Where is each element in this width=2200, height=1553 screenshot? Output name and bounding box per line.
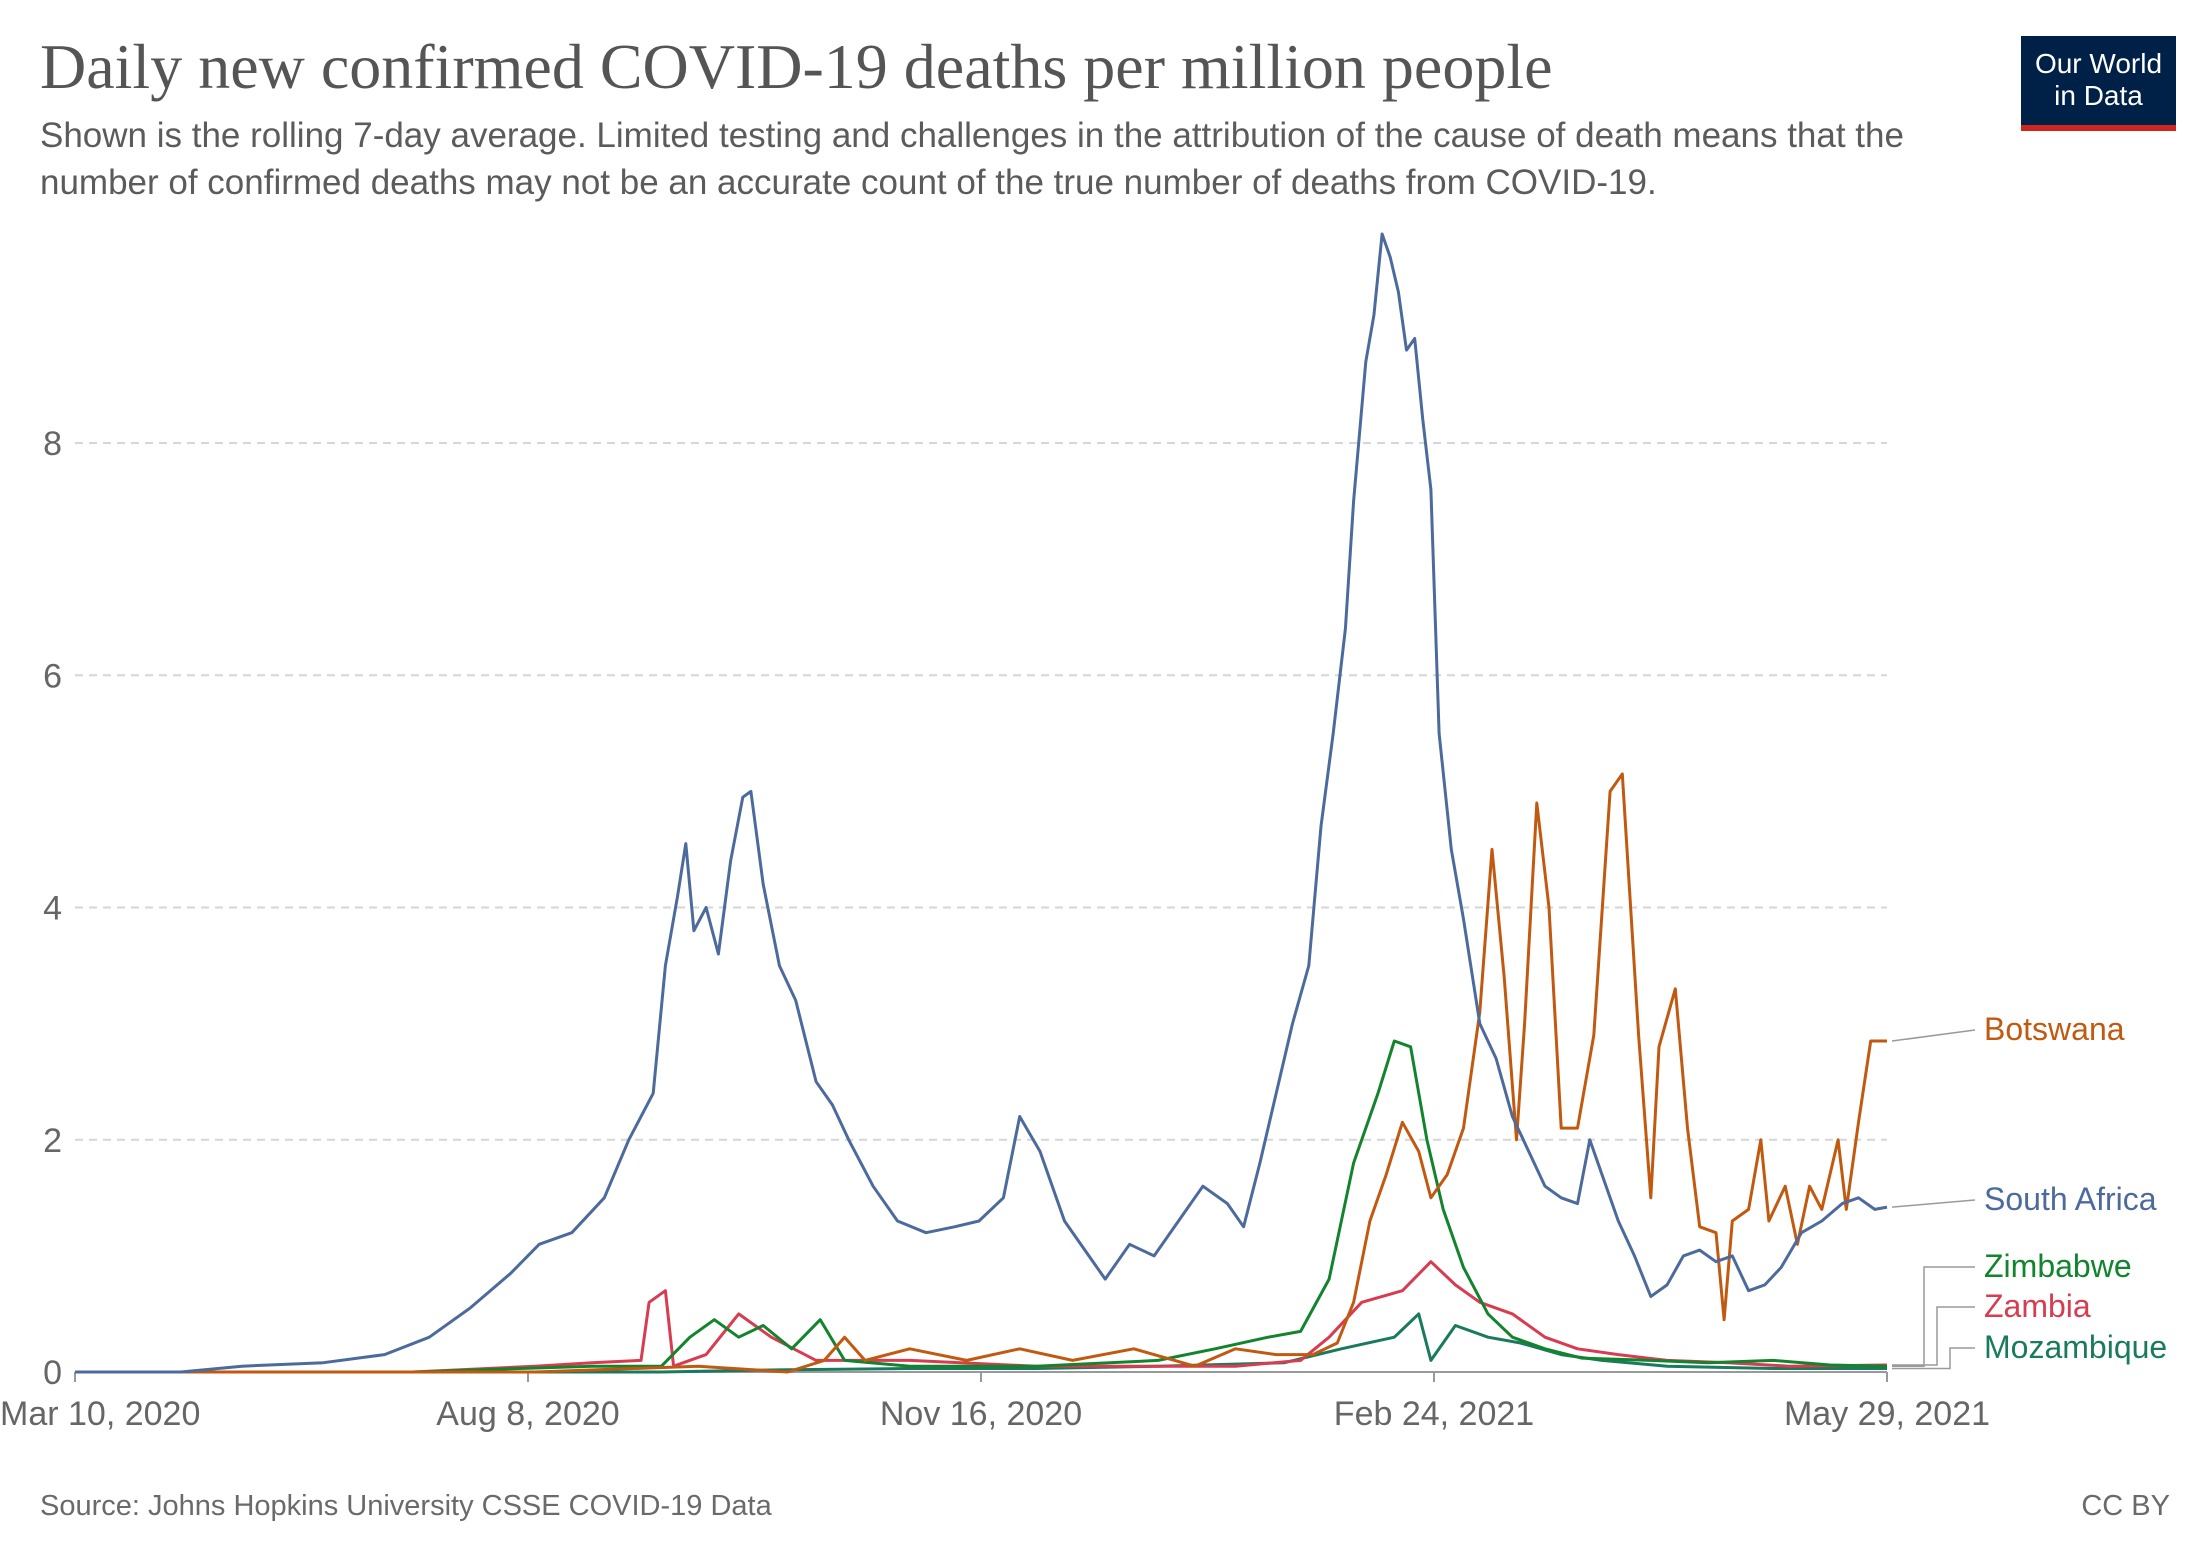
chart-subtitle: Shown is the rolling 7-day average. Limi…	[40, 116, 1904, 202]
source-note: Source: Johns Hopkins University CSSE CO…	[40, 1490, 772, 1522]
x-tick-label-3: Feb 24, 2021	[1334, 1395, 1534, 1433]
series-line-zimbabwe	[75, 1039, 1888, 1374]
series-line-botswana	[75, 772, 1887, 1374]
series-label-mozambique: Mozambique	[1984, 1329, 2167, 1365]
label-connector-zimbabwe	[1892, 1266, 1975, 1367]
x-tick-label-2: Nov 16, 2020	[880, 1395, 1082, 1433]
our-world-in-data-logo[interactable]: Our World in Data	[2021, 36, 2176, 131]
y-tick-label-0: 0	[43, 1354, 62, 1392]
y-tick-label-6: 6	[43, 657, 62, 695]
y-tick-label-4: 4	[43, 890, 62, 928]
label-connector-botswana	[1891, 1029, 1976, 1042]
series-line-mozambique	[75, 1312, 1887, 1374]
y-tick-label-2: 2	[43, 1122, 62, 1160]
series-label-south-africa: South Africa	[1984, 1181, 2157, 1217]
series-label-zambia: Zambia	[1984, 1288, 2091, 1324]
series-label-botswana: Botswana	[1984, 1011, 2125, 1047]
logo-line-1: Our World	[2034, 48, 2163, 79]
series-line-south-africa	[75, 232, 1888, 1374]
license-link[interactable]: CC BY	[2081, 1490, 2170, 1522]
series-labels: South Africa Botswana Zimbabwe Zambia Mozamb…	[1891, 1011, 2167, 1370]
x-tick-label-1: Aug 8, 2020	[436, 1395, 619, 1433]
series-line-zambia	[75, 1260, 1888, 1374]
logo-line-2: in Data	[2054, 80, 2143, 111]
grid-lines	[75, 442, 1887, 1373]
x-tick-label-0: Mar 10, 2020	[0, 1395, 200, 1433]
label-connector-mozambique	[1892, 1347, 1975, 1370]
y-axis-ticks: 0 2 4 6 8	[43, 425, 62, 1392]
series-lines	[75, 232, 1888, 1374]
label-connector-zambia	[1892, 1306, 1975, 1366]
x-axis-ticks: Mar 10, 2020 Aug 8, 2020 Nov 16, 2020 Feb 2…	[0, 1372, 1990, 1433]
series-label-zimbabwe: Zimbabwe	[1984, 1248, 2132, 1284]
chart-title: Daily new confirmed COVID-19 deaths per …	[40, 31, 1553, 102]
x-tick-label-4: May 29, 2021	[1784, 1395, 1990, 1433]
label-connector-south-africa	[1891, 1199, 1976, 1208]
y-tick-label-8: 8	[43, 425, 62, 463]
